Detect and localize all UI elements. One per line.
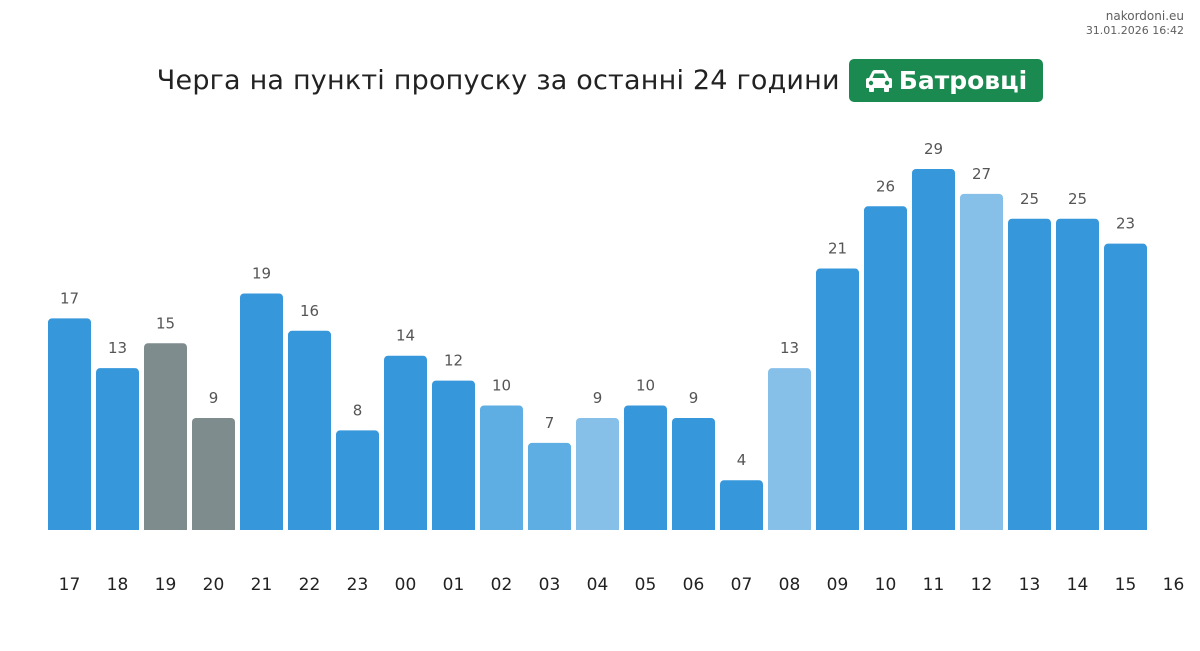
chart-title-row: Черга на пункті пропуску за останні 24 г…	[0, 59, 1200, 102]
x-tick-15: 15	[1115, 575, 1137, 595]
baseline-mask	[0, 530, 1200, 540]
value-label-14: 25	[1068, 190, 1087, 208]
value-label-19: 15	[156, 314, 175, 332]
bar-20[interactable]	[192, 417, 235, 534]
bar-01[interactable]	[432, 380, 475, 534]
value-label-20: 9	[209, 389, 219, 407]
bar-21[interactable]	[240, 293, 283, 534]
x-tick-20: 20	[203, 575, 225, 595]
x-tick-06: 06	[683, 575, 705, 595]
value-label-01: 12	[444, 352, 463, 370]
value-label-17: 17	[60, 289, 79, 307]
bar-02[interactable]	[480, 405, 523, 535]
value-label-12: 27	[972, 165, 991, 183]
station-name: Батровці	[898, 66, 1028, 95]
bar-12[interactable]	[960, 193, 1003, 534]
x-tick-01: 01	[443, 575, 465, 595]
bar-15[interactable]	[1104, 243, 1147, 534]
x-tick-16: 16	[1163, 575, 1185, 595]
bar-08[interactable]	[768, 368, 811, 534]
value-label-05: 10	[636, 377, 655, 395]
x-tick-14: 14	[1067, 575, 1089, 595]
x-axis-ticks: 17 18 19 20 21 22 23 00 01 02 03 04 05 06 07 08 09 10 11 12…	[59, 575, 1185, 595]
bar-04[interactable]	[576, 417, 619, 534]
x-tick-00: 00	[395, 575, 417, 595]
site-meta: nakordoni.eu 31.01.2026 16:42	[1086, 8, 1184, 39]
value-label-23: 8	[353, 401, 363, 419]
x-tick-10: 10	[875, 575, 897, 595]
bar-18[interactable]	[96, 368, 139, 534]
x-tick-17: 17	[59, 575, 81, 595]
bar-09[interactable]	[816, 268, 859, 534]
value-label-11: 29	[924, 140, 943, 158]
bar-06[interactable]	[672, 417, 715, 534]
station-badge[interactable]: Батровці	[848, 59, 1044, 102]
bar-11[interactable]	[912, 168, 955, 534]
value-label-06: 9	[689, 389, 699, 407]
chart-title: Черга на пункті пропуску за останні 24 г…	[156, 65, 840, 96]
x-tick-07: 07	[731, 575, 753, 595]
bar-07[interactable]	[720, 480, 763, 534]
x-tick-03: 03	[539, 575, 561, 595]
value-label-21: 19	[252, 264, 271, 282]
bars-layer	[0, 168, 1200, 540]
bar-23[interactable]	[336, 430, 379, 534]
x-tick-22: 22	[299, 575, 321, 595]
x-tick-19: 19	[155, 575, 177, 595]
x-tick-05: 05	[635, 575, 657, 595]
value-label-08: 13	[780, 339, 799, 357]
bar-10[interactable]	[864, 206, 907, 535]
x-tick-13: 13	[1019, 575, 1041, 595]
x-tick-04: 04	[587, 575, 609, 595]
bar-05[interactable]	[624, 405, 667, 535]
x-tick-21: 21	[251, 575, 273, 595]
timestamp: 31.01.2026 16:42	[1085, 24, 1184, 38]
value-label-15: 23	[1116, 215, 1135, 233]
value-label-03: 7	[545, 414, 555, 432]
bar-03[interactable]	[528, 442, 571, 534]
bar-14[interactable]	[1056, 218, 1099, 534]
site-name: nakordoni.eu	[1105, 9, 1184, 23]
value-label-10: 26	[876, 177, 895, 195]
x-tick-11: 11	[923, 575, 945, 595]
x-tick-18: 18	[107, 575, 129, 595]
value-label-18: 13	[108, 339, 127, 357]
bar-22[interactable]	[288, 330, 331, 534]
value-label-22: 16	[300, 302, 319, 320]
car-icon	[865, 69, 892, 92]
value-label-00: 14	[396, 327, 415, 345]
x-tick-12: 12	[971, 575, 993, 595]
x-tick-02: 02	[491, 575, 513, 595]
bar-19[interactable]	[144, 343, 187, 534]
value-label-07: 4	[737, 451, 747, 469]
value-label-02: 10	[492, 377, 511, 395]
bar-13[interactable]	[1008, 218, 1051, 534]
bar-00[interactable]	[384, 355, 427, 534]
x-tick-09: 09	[827, 575, 849, 595]
x-tick-08: 08	[779, 575, 801, 595]
value-label-09: 21	[828, 240, 847, 258]
value-labels-layer: 17 13 15 9 19 16 8 14 12 10 7 9 10 9 4 13 21 26 29 27 25 25 23	[60, 140, 1135, 469]
value-label-13: 25	[1020, 190, 1039, 208]
x-tick-23: 23	[347, 575, 369, 595]
value-label-04: 9	[593, 389, 603, 407]
bar-17[interactable]	[48, 318, 91, 534]
